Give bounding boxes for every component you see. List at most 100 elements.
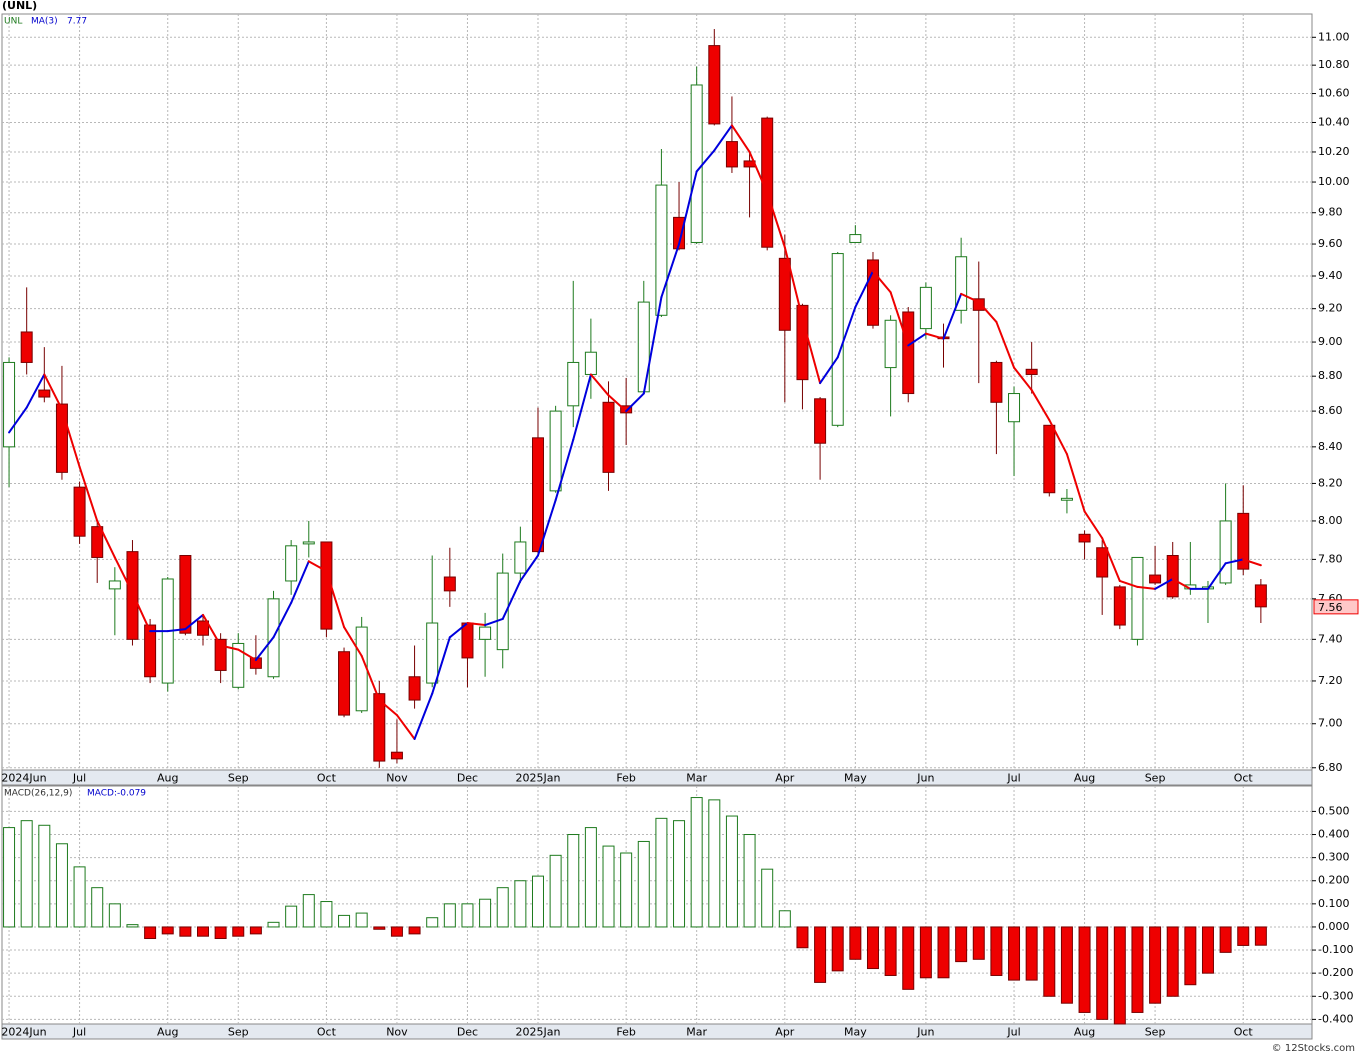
ma-line (484, 617, 504, 627)
macd-bar (761, 868, 774, 928)
macd-bar (320, 901, 333, 928)
y-tick-label: 0.200 (1318, 874, 1350, 887)
ma-line (766, 191, 786, 249)
x-tick-label: Oct (317, 772, 337, 785)
x-tick-label: Jul (1006, 772, 1020, 785)
candle-body (390, 751, 403, 760)
ma-line (907, 332, 927, 347)
macd-bar (91, 887, 104, 928)
candle-body (426, 622, 439, 684)
ma-line (343, 626, 363, 657)
y-tick-label: 9.40 (1318, 269, 1343, 282)
candle-body (355, 626, 368, 712)
x-tick-label: Nov (386, 772, 408, 785)
macd-bar (743, 834, 756, 928)
macd-bar (408, 926, 421, 935)
candle-body (285, 545, 298, 582)
last-price-label: 7.56 (1318, 601, 1343, 614)
candle-body (126, 551, 139, 640)
macd-bar (514, 880, 527, 928)
ma-line (871, 270, 892, 294)
x-tick-label: Jun (916, 772, 934, 785)
x-tick-label: Oct (1234, 1026, 1254, 1039)
y-tick-label: 10.00 (1318, 175, 1350, 188)
candle-body (1043, 424, 1056, 494)
candle-body (584, 351, 597, 375)
ma-line (1065, 453, 1086, 513)
candle-body (1166, 555, 1179, 598)
ma-line (977, 301, 998, 323)
ma-line (378, 699, 398, 717)
x-tick-label: 2025Jan (516, 1026, 561, 1039)
ma-line (1101, 537, 1121, 582)
macd-bar (1008, 926, 1021, 981)
candle-body (637, 301, 650, 393)
candle-body (884, 319, 897, 369)
candle-body (620, 405, 633, 414)
ma-line (1030, 389, 1051, 421)
x-tick-label: 2024Jun (1, 1026, 46, 1039)
ma-line (1136, 585, 1157, 590)
ma-line (554, 438, 575, 502)
y-tick-label: 9.00 (1318, 335, 1343, 348)
candle-body (1008, 393, 1021, 423)
macd-bar (796, 926, 809, 949)
macd-bar (637, 840, 650, 928)
x-tick-label: 2024Jun (1, 772, 46, 785)
macd-bar (496, 887, 509, 928)
candle-body (1025, 368, 1038, 375)
y-tick-label: 10.20 (1318, 145, 1350, 158)
macd-bar (1201, 926, 1214, 974)
x-tick-label: Nov (386, 1026, 408, 1039)
ma-line (819, 356, 839, 385)
ma-line (1242, 558, 1262, 567)
y-tick-label: 7.40 (1318, 632, 1343, 645)
macd-bar (1166, 926, 1179, 997)
ma-line (801, 317, 822, 385)
y-tick-label: 7.20 (1318, 674, 1343, 687)
macd-bar (1131, 926, 1144, 1013)
y-tick-label: 8.80 (1318, 369, 1343, 382)
candle-body (708, 45, 721, 125)
y-tick-label: 9.80 (1318, 206, 1343, 219)
last-price-box (1313, 599, 1359, 615)
macd-bar (567, 834, 580, 928)
y-tick-label: -0.300 (1318, 989, 1353, 1002)
x-tick-label: Apr (775, 772, 795, 785)
macd-bar (937, 926, 950, 979)
ma-line (1171, 577, 1192, 590)
ma-line (783, 246, 804, 320)
macd-bar (249, 926, 262, 935)
ma-line (166, 628, 187, 633)
x-tick-label: Apr (775, 1026, 795, 1039)
ma-line (113, 556, 134, 594)
macd-bar (549, 854, 562, 928)
candle-body (655, 184, 668, 316)
x-tick-label: Mar (686, 772, 707, 785)
candle-body (831, 253, 844, 426)
candle-body (849, 234, 862, 243)
macd-bar (1149, 926, 1162, 1004)
ma-line (695, 149, 716, 173)
candle-body (144, 624, 157, 678)
macd-bar (955, 926, 968, 963)
x-tick-label: Feb (616, 772, 635, 785)
macd-bar (1043, 926, 1056, 997)
candle-body (1060, 497, 1073, 501)
ma-line (748, 150, 769, 194)
macd-bar (831, 926, 844, 972)
x-tick-label: Aug (157, 772, 178, 785)
macd-bar (126, 924, 139, 928)
macd-bar (302, 894, 315, 928)
x-tick-label: Aug (1074, 1026, 1095, 1039)
macd-bar (866, 926, 879, 970)
y-tick-label: -0.100 (1318, 943, 1353, 956)
macd-bar (584, 827, 597, 928)
y-tick-label: 7.80 (1318, 552, 1343, 565)
ma-line (237, 648, 257, 662)
macd-bar (55, 843, 68, 928)
x-tick-label: Sep (1145, 1026, 1166, 1039)
candle-body (919, 286, 932, 330)
